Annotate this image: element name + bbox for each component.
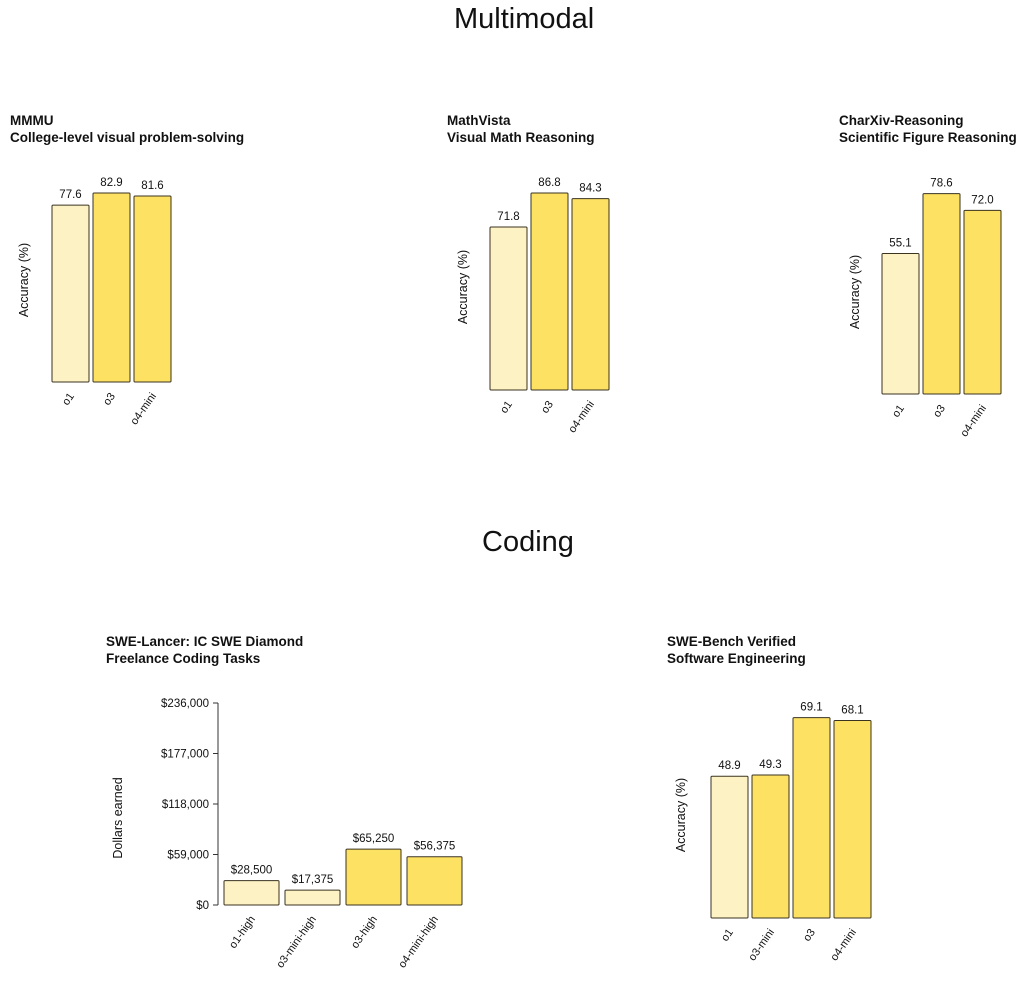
data-label: $17,375 [292,874,334,886]
category-label: o4-mini [828,927,859,963]
y-axis-label: Dollars earned [111,777,125,858]
chart-plot: Accuracy (%) 48.9 o1 49.3 o3-mini 69.1 o3 68.1 o… [674,702,872,963]
bar-o3-mini [751,774,790,919]
data-label: $56,375 [414,841,456,853]
category-label: o3 [931,403,948,420]
data-label: 86.8 [538,177,560,189]
y-axis-label: Accuracy (%) [674,778,688,852]
y-tick-label: $118,000 [162,799,209,811]
data-label: 48.9 [718,760,740,772]
category-label: o4-mini-high [396,914,441,970]
y-tick-label: $59,000 [167,850,209,862]
bar-o4-mini [833,720,872,919]
bar-o3 [792,717,831,919]
chart-swebench: SWE-Bench Verified Software Engineering … [667,633,907,983]
chart-charxiv: CharXiv-Reasoning Scientific Figure Reas… [839,112,1021,452]
chart-subtitle: College-level visual problem-solving [10,130,245,145]
category-label: o3-high [349,914,380,951]
bar-o4-mini [133,195,172,383]
y-axis-label: Accuracy (%) [848,255,862,329]
category-label: o3-mini [746,927,777,963]
chart-plot: Accuracy (%) 71.8 o1 86.8 o3 84.3 o4-mini [456,177,610,435]
data-label: 55.1 [889,237,911,249]
chart-plot: Accuracy (%) 77.6 o1 82.9 o3 81.6 o4-mini [17,177,172,427]
bar-o1 [51,204,90,383]
category-label: o4-mini [958,403,989,439]
data-label: 78.6 [930,178,952,190]
chart-subtitle: Visual Math Reasoning [447,130,595,145]
y-tick-label: $177,000 [161,749,209,761]
bar-o1 [710,775,749,919]
chart-title: MMMU [10,113,54,128]
category-label: o1 [890,403,907,420]
category-label: o3 [101,391,118,408]
data-label: 68.1 [841,705,863,717]
y-axis-label: Accuracy (%) [17,243,31,317]
chart-title: SWE-Bench Verified [667,634,797,649]
data-label: 71.8 [497,211,519,223]
bar-o3 [922,193,961,395]
bar-o4-mini [963,209,1002,395]
chart-subtitle: Freelance Coding Tasks [106,651,261,666]
category-label: o1 [498,399,515,416]
y-tick-label: $0 [196,900,209,912]
data-label: 82.9 [100,177,122,189]
bar-o1 [489,226,528,391]
bar-o3 [92,192,131,383]
category-label: o1 [60,391,77,408]
category-label: o3 [539,399,556,416]
chart-title: MathVista [447,113,511,128]
section-title-multimodal: Multimodal [454,3,595,35]
chart-swelancer: SWE-Lancer: IC SWE Diamond Freelance Cod… [106,633,486,983]
category-label: o4-mini [566,399,597,435]
data-label: 77.6 [59,189,81,201]
chart-mathvista: MathVista Visual Math Reasoning Accuracy… [447,112,707,452]
chart-subtitle: Scientific Figure Reasoning [839,130,1017,145]
data-label: 69.1 [800,702,822,714]
category-label: o3 [801,927,818,944]
chart-mmmu: MMMU College-level visual problem-solvin… [10,112,270,452]
data-label: 49.3 [759,759,781,771]
data-label: 81.6 [141,180,163,192]
data-label: 84.3 [579,183,601,195]
category-label: o1 [719,927,736,944]
chart-plot: Dollars earned $0 $59,000 $118,000 $177,000 $… [111,698,463,970]
chart-plot: Accuracy (%) 55.1 o1 78.6 o3 72.0 o4-mini [848,178,1002,439]
section-title-coding: Coding [482,526,574,558]
bar-o4-mini-high [406,856,463,906]
data-label: $65,250 [353,833,395,845]
bar-o1-high [223,880,280,906]
chart-subtitle: Software Engineering [667,651,806,666]
data-label: 72.0 [971,194,993,206]
bar-o3 [530,192,569,391]
bar-o3-high [345,848,402,906]
chart-title: CharXiv-Reasoning [839,113,964,128]
y-tick-label: $236,000 [161,698,209,710]
chart-title: SWE-Lancer: IC SWE Diamond [106,634,304,649]
category-label: o3-mini-high [274,914,319,970]
bar-o3-mini-high [284,889,341,906]
category-label: o4-mini [128,391,159,427]
category-label: o1-high [227,914,258,951]
data-label: $28,500 [231,865,273,877]
bar-o4-mini [571,198,610,391]
bar-o1 [881,252,920,395]
y-axis-label: Accuracy (%) [456,250,470,324]
